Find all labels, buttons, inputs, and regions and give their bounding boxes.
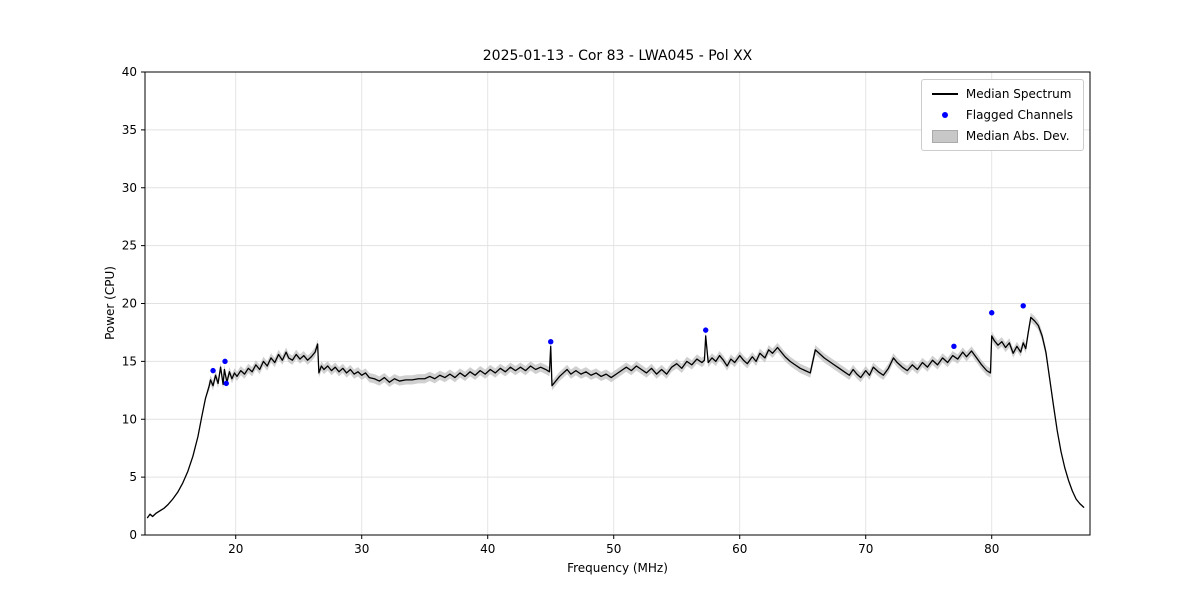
flagged-channel-dot <box>1020 303 1026 309</box>
x-tick-label: 20 <box>228 542 243 556</box>
flagged-channel-dot <box>548 339 554 345</box>
median-spectrum-line <box>146 316 1085 519</box>
y-tick-label: 35 <box>122 123 137 137</box>
x-tick-label: 80 <box>984 542 999 556</box>
x-tick-label: 50 <box>606 542 621 556</box>
legend-item-flagged-channels: Flagged Channels <box>932 108 1073 122</box>
legend-item-median-spectrum: Median Spectrum <box>931 87 1073 101</box>
x-tick-label: 70 <box>858 542 873 556</box>
x-tick-label: 40 <box>480 542 495 556</box>
patch-sample-icon <box>931 129 958 143</box>
chart-title: 2025-01-13 - Cor 83 - LWA045 - Pol XX <box>482 48 753 64</box>
flagged-channel-dot <box>703 327 709 333</box>
y-tick-label: 5 <box>129 470 137 484</box>
legend-item-median-abs-dev: Median Abs. Dev. <box>931 129 1073 143</box>
y-tick-label: 10 <box>122 412 137 426</box>
y-tick-label: 0 <box>129 528 137 542</box>
legend: Median Spectrum Flagged Channels Median … <box>920 79 1084 151</box>
x-tick-label: 30 <box>354 542 369 556</box>
legend-label: Flagged Channels <box>965 108 1073 122</box>
flagged-channel-dot <box>210 367 216 374</box>
y-tick-label: 15 <box>122 354 137 368</box>
flagged-channel-dot <box>222 358 228 365</box>
flagged-channel-dot <box>223 380 229 387</box>
legend-label: Median Spectrum <box>965 87 1072 101</box>
y-axis-label: Power (CPU) <box>103 266 117 340</box>
median-abs-dev-band <box>147 312 1084 519</box>
dot-sample-icon <box>932 112 958 118</box>
line-sample-icon <box>931 93 958 95</box>
x-tick-label: 60 <box>732 542 747 556</box>
y-tick-label: 30 <box>122 181 137 195</box>
y-tick-label: 40 <box>122 65 137 79</box>
flagged-channel-dot <box>989 310 995 316</box>
y-tick-label: 25 <box>122 239 137 253</box>
y-tick-label: 20 <box>122 297 137 311</box>
legend-label: Median Abs. Dev. <box>965 129 1070 143</box>
flagged-channel-dot <box>951 343 957 350</box>
x-axis-label: Frequency (MHz) <box>567 561 668 575</box>
